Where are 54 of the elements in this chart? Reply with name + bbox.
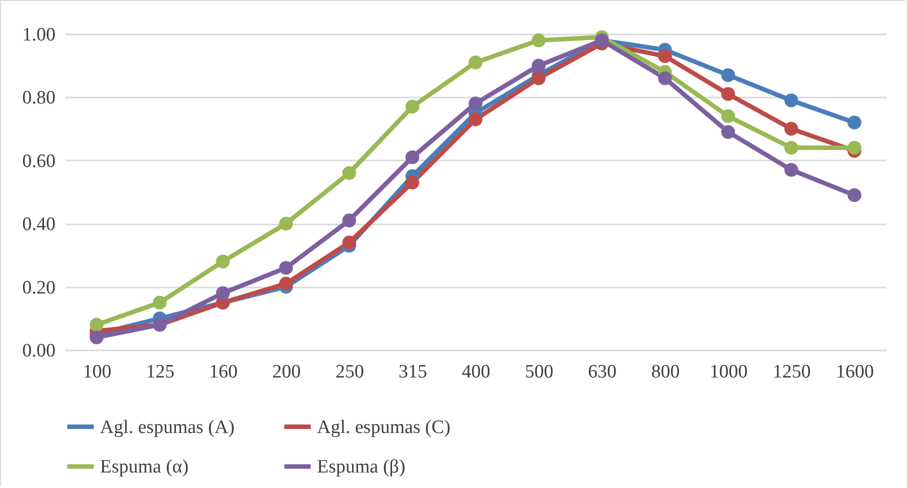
- x-tick-label: 1600: [836, 362, 874, 382]
- x-tick-label: 250: [335, 362, 364, 382]
- y-tick-label: 0.80: [22, 88, 56, 109]
- y-tick-label: 0.40: [22, 214, 56, 236]
- point: [405, 176, 420, 190]
- point: [405, 100, 420, 114]
- point: [721, 125, 736, 139]
- point: [721, 87, 736, 101]
- point: [90, 318, 104, 332]
- point: [279, 216, 293, 230]
- point: [784, 140, 798, 155]
- point: [216, 286, 230, 300]
- x-tick-label: 1000: [710, 362, 748, 382]
- point: [342, 236, 356, 250]
- point: [468, 96, 482, 110]
- y-tick-label: 0.00: [22, 340, 56, 362]
- legend-label: Espuma (α): [100, 456, 189, 478]
- point: [532, 33, 546, 48]
- point: [658, 49, 672, 63]
- x-tick-label: 400: [462, 362, 490, 382]
- point: [658, 71, 672, 86]
- point: [405, 150, 420, 164]
- x-tick-label: 200: [272, 362, 301, 382]
- y-tick-label: 0.20: [22, 277, 56, 298]
- point: [216, 254, 230, 268]
- x-tick-label: 500: [524, 362, 554, 382]
- x-tick-label: 125: [146, 362, 174, 382]
- x-tick-label: 315: [398, 362, 428, 382]
- point: [848, 140, 862, 155]
- point: [848, 116, 862, 130]
- point: [152, 296, 167, 310]
- point: [342, 166, 356, 180]
- point: [90, 330, 104, 344]
- x-tick-label: 160: [209, 362, 238, 382]
- legend-label: Agl. espumas (C): [317, 416, 451, 438]
- x-tick-label: 630: [588, 362, 617, 382]
- legend-label: Espuma (β): [317, 456, 406, 478]
- y-tick-label: 1.00: [22, 24, 56, 46]
- point: [468, 56, 482, 70]
- point: [468, 112, 482, 126]
- point: [279, 260, 293, 275]
- y-tick-label: 0.60: [22, 150, 56, 172]
- point: [279, 276, 293, 291]
- x-tick-label: 100: [82, 362, 112, 382]
- point: [848, 188, 862, 202]
- point: [784, 122, 798, 136]
- point: [721, 68, 736, 82]
- point: [784, 93, 798, 108]
- x-tick-label: 1250: [772, 362, 811, 382]
- point: [342, 214, 356, 228]
- point: [784, 163, 798, 177]
- x-tick-label: 800: [651, 362, 680, 382]
- point: [721, 109, 736, 124]
- legend-label: Agl. espumas (A): [100, 416, 235, 438]
